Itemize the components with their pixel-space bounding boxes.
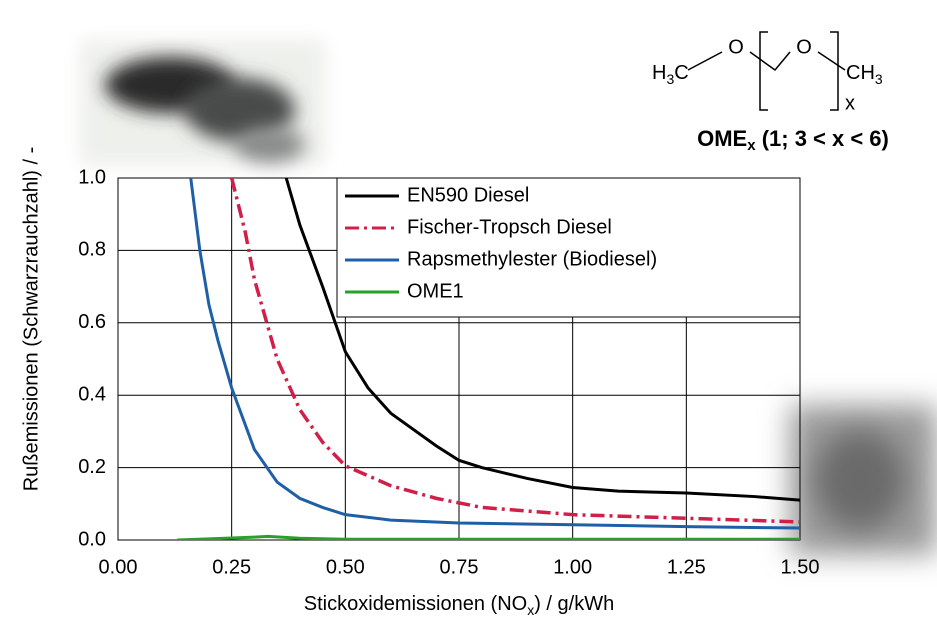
x-tick-label: 0.75 [440, 556, 479, 578]
formula-left-part: C [674, 62, 688, 84]
y-tick-label: 0.6 [78, 311, 106, 333]
formula-left-part: H [652, 62, 666, 84]
formula-left: H3C [652, 62, 689, 86]
legend-label: Rapsmethylester (Biodiesel) [407, 248, 657, 270]
x-tick-label: 0.50 [326, 556, 365, 578]
y-axis-label: Rußemissionen (Schwarzrauchzahl) / - [20, 147, 42, 492]
series-line [177, 536, 800, 540]
formula-right: CH3 [846, 62, 883, 86]
chart: H3COOCH3x 0.000.250.500.751.001.251.500.… [0, 0, 937, 620]
formula-oxygen: O [728, 36, 744, 58]
y-tick-label: 0.4 [78, 383, 106, 405]
x-tick-label: 0.25 [212, 556, 251, 578]
x-tick-label: 1.25 [667, 556, 706, 578]
x-tick-label: 1.00 [553, 556, 592, 578]
x-axis-label: Stickoxidemissionen (NOx) / g/kWh [304, 593, 614, 617]
legend-label: OME1 [407, 280, 464, 302]
formula-caption: OMEx (1; 3 < x < 6) [697, 126, 889, 154]
formula-right-part: 3 [875, 71, 883, 87]
x-tick-label: 0.00 [99, 556, 138, 578]
x-axis-label-part: Stickoxidemissionen (NO [304, 593, 527, 615]
formula-oxygen: O [796, 36, 812, 58]
x-axis-label-part: ) / g/kWh [534, 593, 614, 615]
y-tick-label: 0.0 [78, 528, 106, 550]
y-tick-label: 1.0 [78, 166, 106, 188]
y-tick-label: 0.8 [78, 239, 106, 261]
formula-caption-part: OME [697, 126, 747, 151]
formula-left-part: 3 [666, 71, 674, 87]
formula-caption-part: (1; 3 < x < 6) [756, 126, 889, 151]
legend-label: Fischer-Tropsch Diesel [407, 216, 612, 238]
y-tick-label: 0.2 [78, 456, 106, 478]
formula-repeat: x [845, 92, 855, 114]
x-axis-label-part: x [527, 602, 534, 618]
soot-image [80, 40, 325, 165]
x-tick-label: 1.50 [781, 556, 820, 578]
nox-image [790, 405, 937, 555]
formula-right-part: CH [846, 62, 875, 84]
legend-label: EN590 Diesel [407, 184, 529, 206]
